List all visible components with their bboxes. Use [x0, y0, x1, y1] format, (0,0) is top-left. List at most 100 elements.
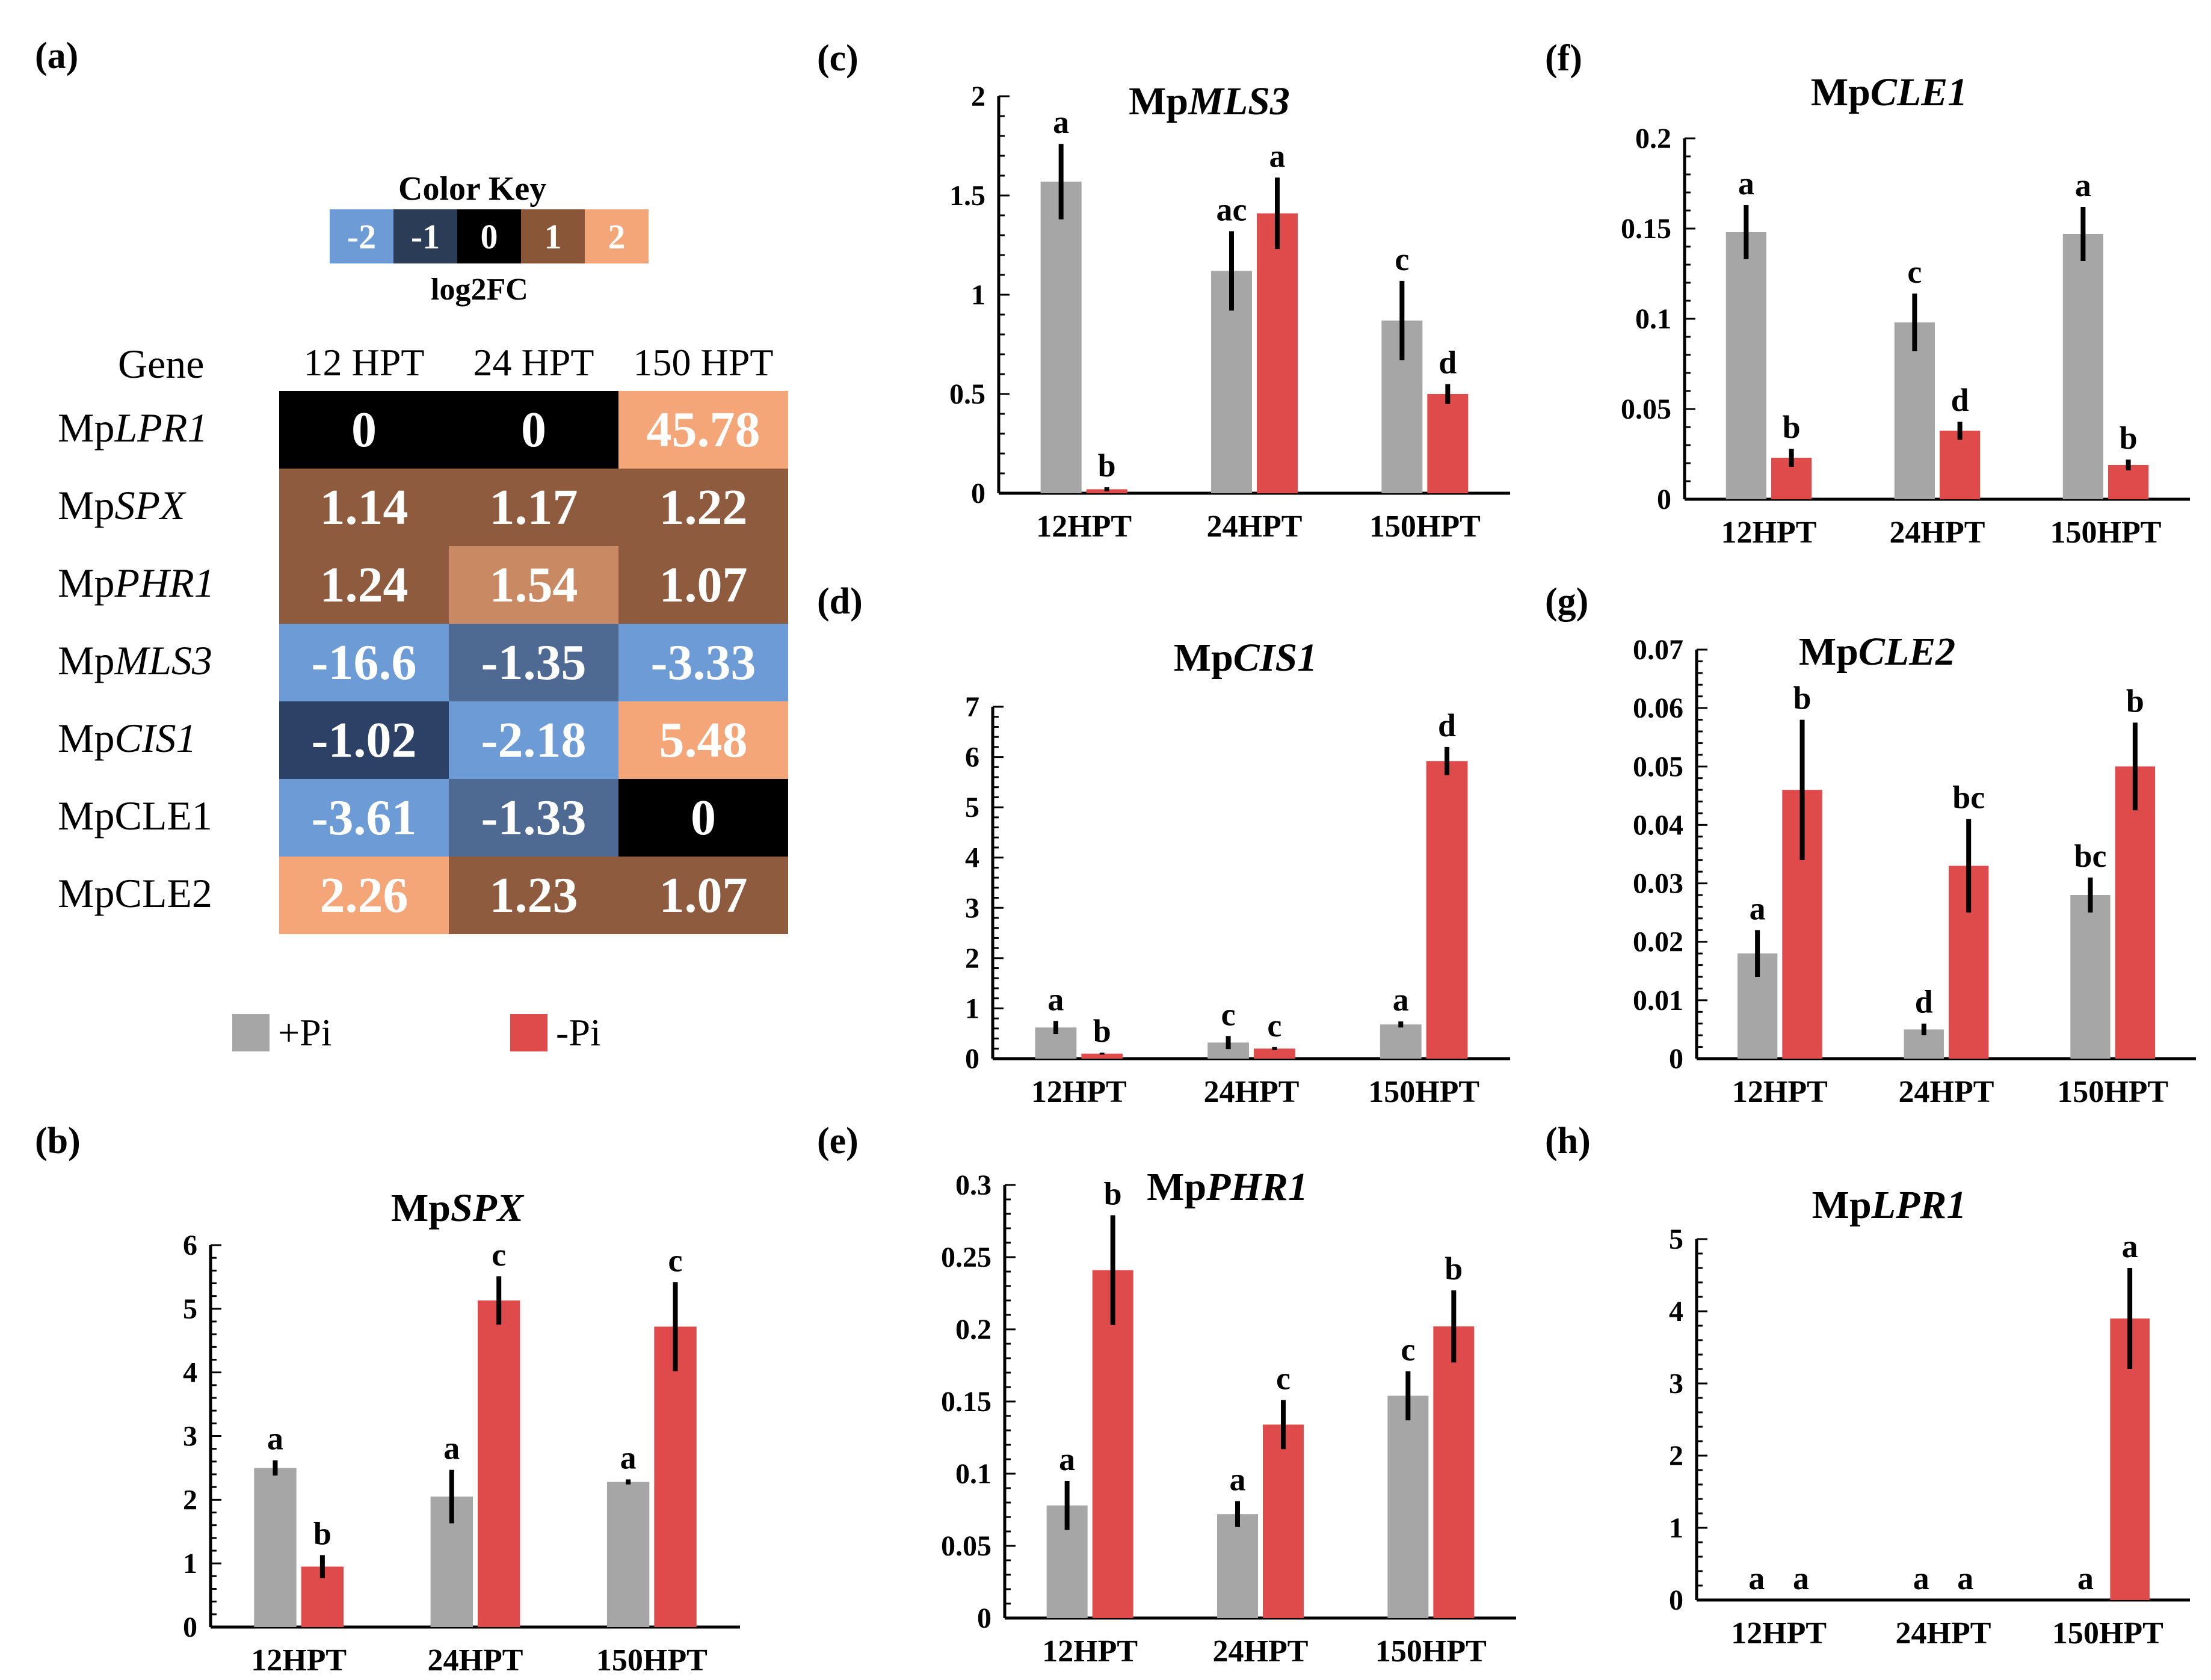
heatmap-column-header: 24 HPT: [473, 341, 594, 384]
color-key: -2 -1 0 1 2: [330, 209, 649, 263]
panel-label-h: (h): [1545, 1121, 1591, 1162]
bar-plus-pi: [1387, 1395, 1429, 1618]
significance-letter: c: [1907, 254, 1922, 290]
y-tick-label: 5: [183, 1293, 197, 1325]
heatmap-panel: Color Key -2 -1 0 1 2 log2FC Gene 12 HPT 24 H…: [0, 0, 806, 1083]
bar-plus-pi: [254, 1468, 297, 1627]
y-tick-label: 0.15: [941, 1386, 991, 1418]
significance-letter: b: [2126, 683, 2144, 719]
heatmap-cell: 1.22: [618, 469, 788, 546]
significance-letter: c: [668, 1242, 683, 1278]
y-tick-label: 0: [183, 1611, 197, 1643]
heatmap-cell: -1.35: [449, 624, 618, 701]
chart-spx: MpSPX 0 1 2 3 4 5 6 a b 12HPT a c 24HPT a c 150HPT: [183, 1186, 740, 1678]
gene-header: Gene: [118, 341, 205, 387]
y-tick-label: 0.1: [955, 1458, 991, 1490]
significance-letter: a: [2077, 1560, 2094, 1596]
bar-minus-pi: [2108, 465, 2149, 499]
panel-label-c: (c): [817, 38, 859, 79]
color-key-subtitle: log2FC: [431, 272, 528, 307]
significance-letter: b: [1104, 1175, 1122, 1211]
heatmap-cell: 1.07: [618, 546, 788, 624]
x-tick-label: 24HPT: [1204, 1075, 1300, 1109]
y-tick-label: 0.04: [1633, 809, 1683, 841]
significance-letter: b: [1793, 680, 1812, 716]
legend-plus-pi: +Pi: [232, 1011, 331, 1055]
y-tick-label: 0.06: [1633, 692, 1683, 724]
panel-label-f: (f): [1545, 38, 1582, 79]
chart-title: MpPHR1: [1147, 1165, 1308, 1209]
y-tick-label: 0: [971, 478, 985, 509]
y-tick-label: 1.5: [949, 180, 985, 212]
bar-minus-pi: [1427, 394, 1469, 493]
x-tick-label: 12HPT: [1732, 1075, 1828, 1109]
x-tick-label: 12HPT: [1731, 1616, 1827, 1651]
significance-letter: bc: [2074, 838, 2106, 874]
heatmap-cell: 1.14: [279, 469, 449, 546]
chart-title: MpCIS1: [1174, 636, 1317, 680]
heatmap-column-header: 150 HPT: [633, 341, 774, 384]
panel-label-g: (g): [1545, 581, 1589, 622]
color-key-cell: 1: [521, 209, 585, 263]
y-tick-label: 0.03: [1633, 868, 1683, 900]
heatmap-gene-label: MpPHR1: [58, 560, 215, 606]
x-tick-label: 12HPT: [251, 1643, 347, 1678]
x-tick-label: 24HPT: [1890, 515, 1985, 550]
significance-letter: b: [2120, 420, 2138, 456]
chart-title-prefix: Mp: [1812, 1183, 1872, 1227]
y-tick-label: 0: [1669, 1043, 1683, 1075]
bar-minus-pi: [1263, 1424, 1304, 1618]
heatmap-cell: 5.48: [618, 701, 788, 779]
heatmap-cell: 1.07: [618, 857, 788, 934]
bar-plus-pi: [1894, 322, 1935, 499]
significance-letter: d: [1915, 984, 1933, 1020]
chart-title-gene: SPX: [451, 1186, 525, 1230]
significance-letter: a: [1750, 890, 1766, 926]
color-key-title: Color Key: [398, 170, 547, 208]
y-tick-label: 0.01: [1633, 985, 1683, 1017]
y-tick-label: 4: [965, 842, 979, 874]
bar-plus-pi: [2070, 895, 2111, 1059]
bar-minus-pi: [1092, 1270, 1133, 1618]
heatmap-cell: -3.61: [279, 779, 449, 857]
bar-plus-pi: [1217, 1514, 1258, 1618]
significance-letter: a: [1059, 1441, 1075, 1477]
heatmap-gene-label: MpCIS1: [58, 715, 197, 761]
chart-title-prefix: Mp: [1174, 636, 1233, 680]
y-tick-label: 0.02: [1633, 926, 1683, 958]
x-tick-label: 24HPT: [1899, 1075, 1994, 1109]
chart-title: MpSPX: [391, 1186, 525, 1230]
x-tick-label: 150HPT: [2052, 1616, 2163, 1651]
chart-title-prefix: Mp: [391, 1186, 451, 1230]
chart-title: MpMLS3: [1129, 79, 1290, 123]
significance-letter: c: [1401, 1332, 1415, 1368]
chart-phr1: MpPHR1 0 0.05 0.1 0.15 0.2 0.25 0.3 a b 12HPT a c 24H…: [941, 1165, 1516, 1669]
x-tick-label: 24HPT: [1896, 1616, 1991, 1651]
heatmap-cell: 45.78: [618, 391, 788, 469]
y-tick-label: 0: [965, 1043, 979, 1075]
significance-letter: a: [1913, 1560, 1929, 1596]
y-tick-label: 0.05: [1621, 393, 1671, 425]
y-tick-label: 0.5: [949, 378, 985, 410]
heatmap-gene-label: MpCLE2: [58, 870, 212, 916]
significance-letter: a: [2122, 1228, 2138, 1264]
heatmap-cell: 1.23: [449, 857, 618, 934]
y-tick-label: 2: [971, 81, 985, 112]
significance-letter: c: [1267, 1008, 1281, 1044]
y-tick-label: 5: [1669, 1223, 1683, 1255]
heatmap-cell: 1.17: [449, 469, 618, 546]
y-tick-label: 1: [965, 992, 979, 1024]
y-tick-label: 6: [965, 742, 979, 774]
heatmap-cell: 1.24: [279, 546, 449, 624]
y-tick-label: 2: [183, 1484, 197, 1516]
heatmap-cell: -16.6: [279, 624, 449, 701]
bar-minus-pi: [654, 1326, 697, 1627]
y-tick-label: 6: [183, 1229, 197, 1261]
y-tick-label: 0.2: [1635, 123, 1671, 155]
significance-letter: a: [1793, 1560, 1809, 1596]
heatmap-cell: -1.02: [279, 701, 449, 779]
chart-title: MpCLE2: [1799, 630, 1955, 674]
significance-letter: c: [1395, 241, 1409, 277]
